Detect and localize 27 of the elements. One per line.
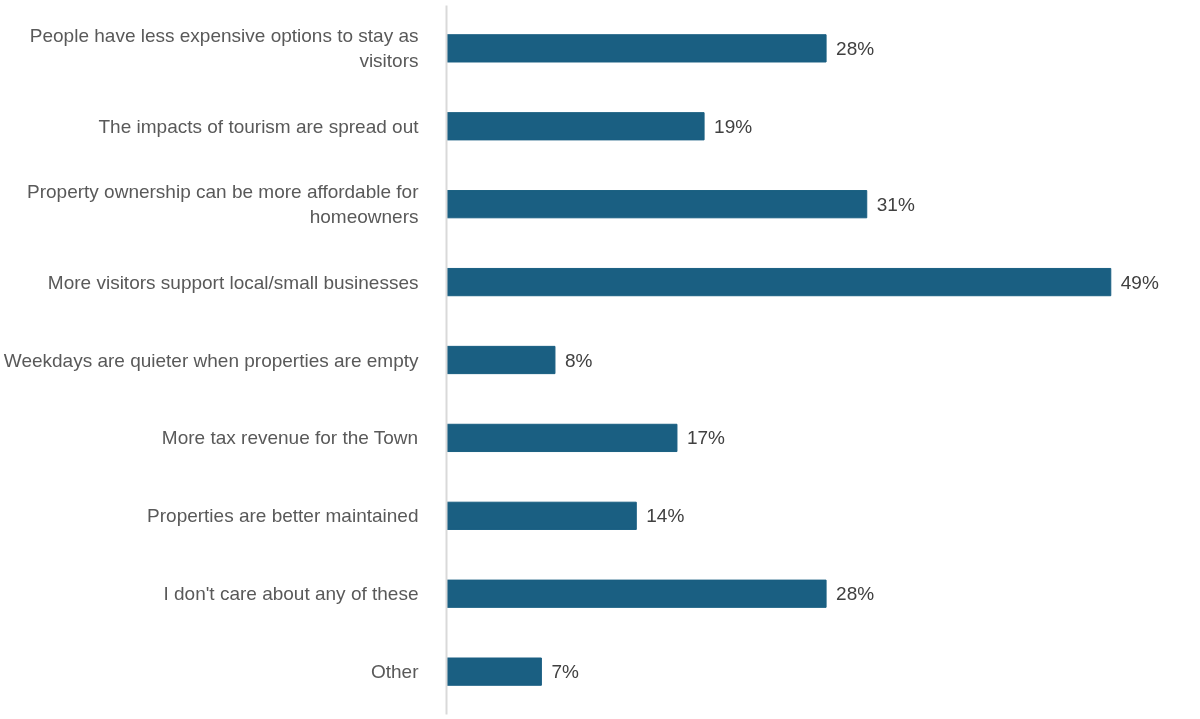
- data-label: 31%: [876, 193, 915, 215]
- bar: [446, 345, 556, 375]
- y-tick-label: More tax revenue for the Town: [161, 427, 419, 449]
- data-label: 17%: [686, 427, 726, 449]
- y-tick-label: Weekdays are quieter when properties are empty: [3, 349, 419, 371]
- bar: [446, 34, 827, 63]
- y-tick-label: People have less expensive options to stay as visitors: [29, 25, 419, 72]
- y-tick-label: The impacts of tourism are spread out: [98, 115, 420, 137]
- bar: [446, 579, 827, 608]
- bar: [446, 190, 868, 219]
- y-tick-label: I don't care about any of these: [163, 583, 419, 605]
- bar: [446, 423, 678, 453]
- data-label: 49%: [1120, 271, 1159, 293]
- y-tick-label: More visitors support local/small businesses: [47, 271, 419, 293]
- bar: [446, 657, 542, 686]
- data-label: 7%: [551, 661, 579, 683]
- bar: [446, 267, 1112, 297]
- data-label: 28%: [836, 37, 875, 59]
- data-label: 19%: [714, 115, 753, 137]
- y-tick-label: Property ownership can be more affordable for homeowners: [27, 181, 420, 228]
- data-label: 8%: [564, 349, 593, 371]
- y-tick-label: Other: [370, 661, 420, 683]
- y-tick-label: Properties are better maintained: [147, 505, 419, 527]
- data-label: 28%: [836, 583, 875, 605]
- bar: [446, 112, 705, 141]
- data-label: 14%: [646, 505, 685, 527]
- bar: [446, 501, 637, 530]
